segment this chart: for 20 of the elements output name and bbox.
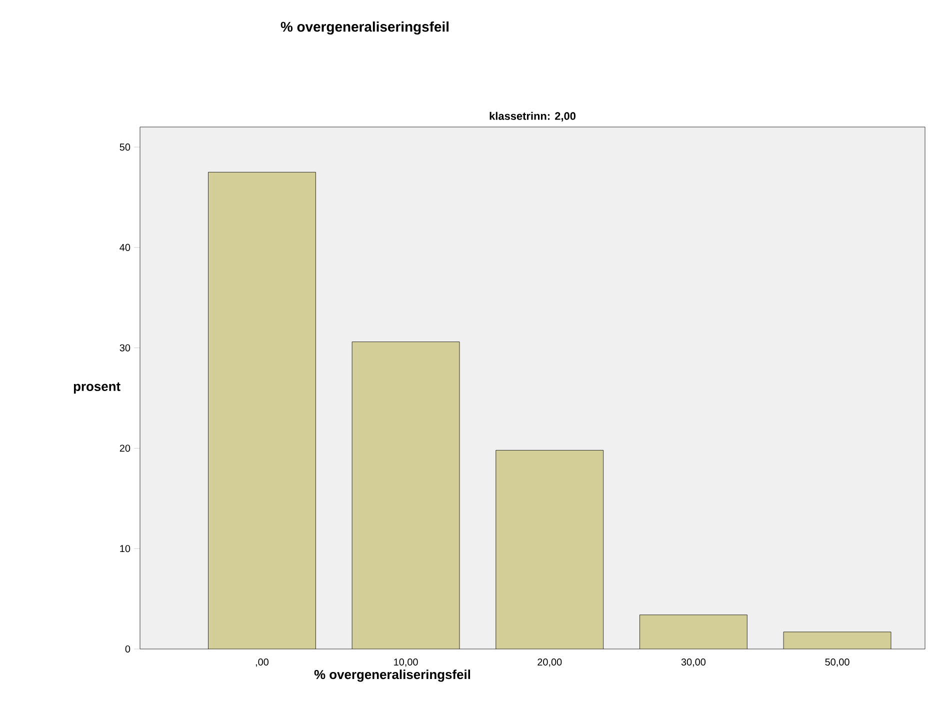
bar [783,632,892,649]
x-axis-title: % overgeneraliseringsfeil [314,670,470,682]
x-tick-label: 20,00 [538,658,562,667]
y-tick-label: 10 [120,545,130,552]
x-tick-label: 10,00 [394,658,418,667]
y-tick-label: 0 [125,645,130,653]
bar [352,342,460,649]
y-tick-label: 40 [120,244,130,251]
y-axis-title: prosent [74,382,120,394]
chart-title: % overgeneraliseringsfeil [280,21,448,35]
x-tick-label: 30,00 [681,658,706,667]
y-tick-label: 20 [120,444,130,452]
y-tick-label: 30 [120,344,130,352]
y-tick-label: 50 [120,144,130,151]
bar [640,614,748,649]
chart-subtitle: klassetrinn: 2,00 [490,112,576,122]
bar [496,450,604,649]
x-tick-label: ,00 [256,658,269,667]
bar [208,172,316,649]
x-tick-label: 50,00 [825,658,850,667]
